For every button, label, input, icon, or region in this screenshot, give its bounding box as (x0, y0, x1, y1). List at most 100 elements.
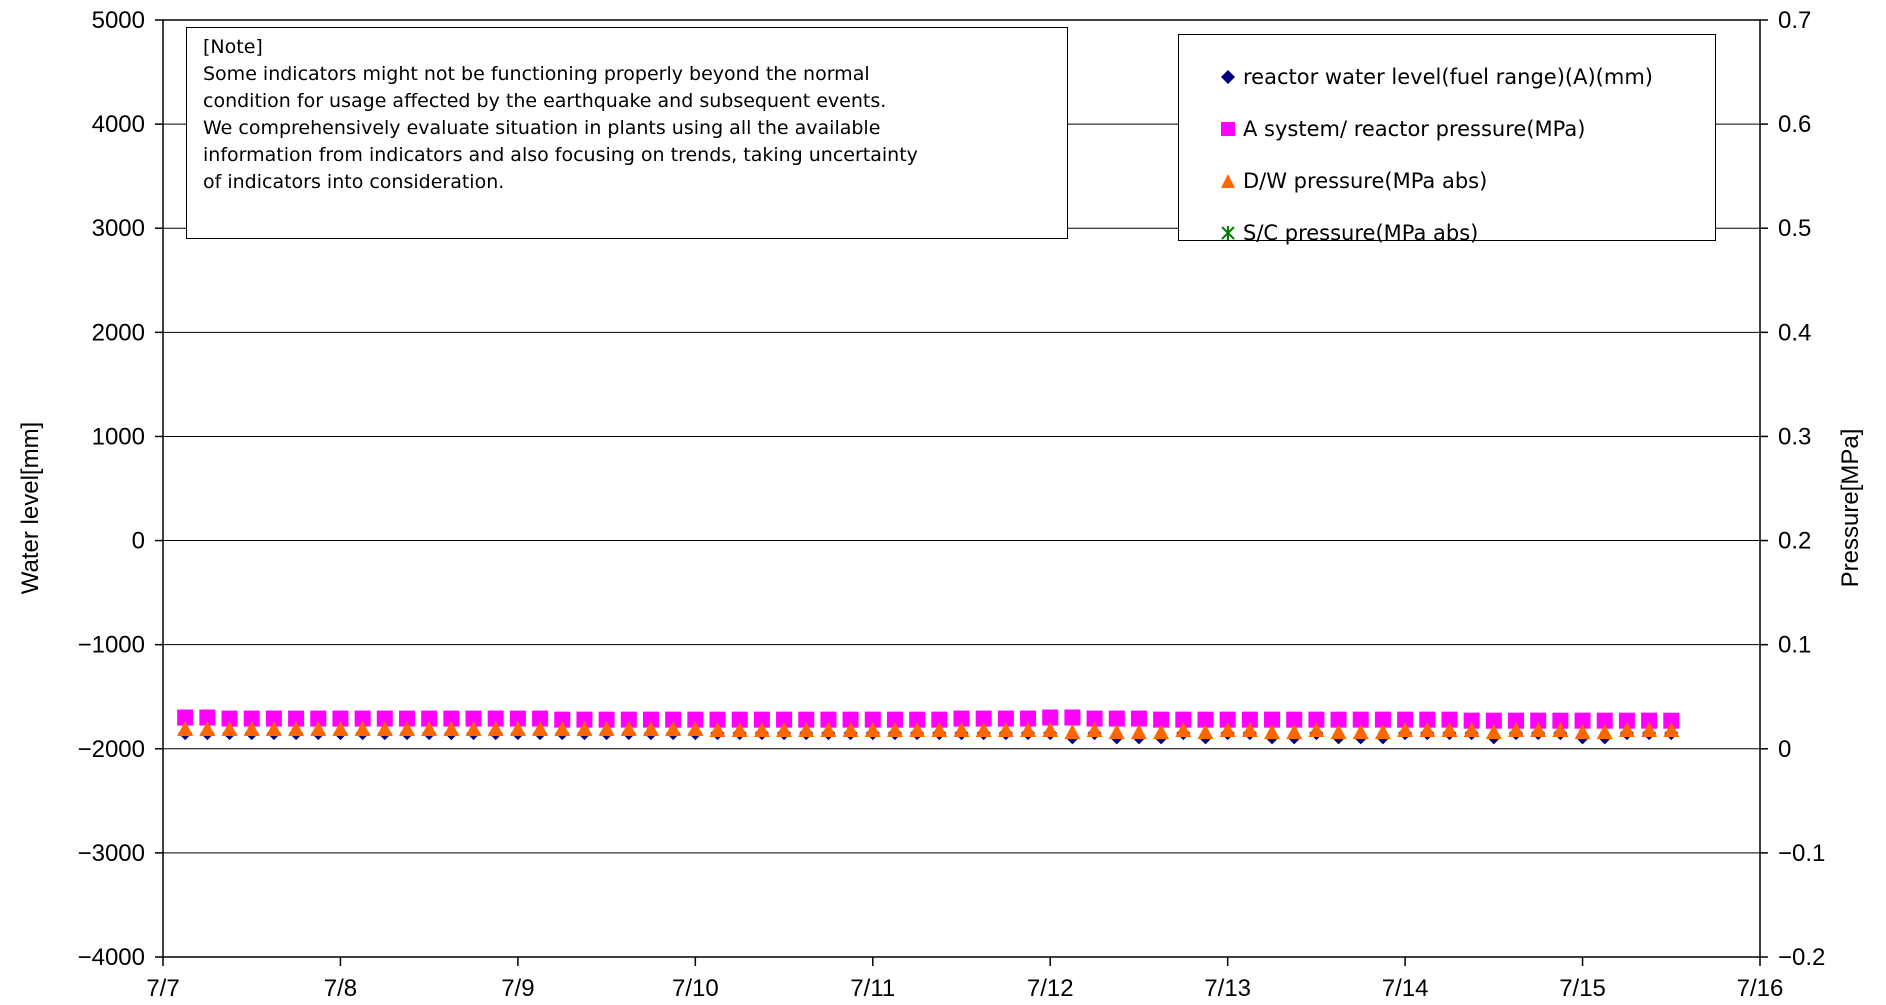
square-marker-icon (1217, 118, 1239, 140)
data-point-triangle (709, 722, 726, 738)
data-point-triangle (731, 722, 748, 738)
data-point-triangle (487, 720, 504, 736)
data-point-square (975, 710, 992, 727)
data-point-triangle (1175, 722, 1192, 738)
x-tick-label: 7/14 (1382, 975, 1429, 1002)
data-point-square (421, 710, 438, 727)
data-point-triangle (1552, 722, 1569, 738)
data-point-triangle (1330, 724, 1347, 740)
y-axis-title: Water level[mm] (17, 422, 44, 594)
data-point-square (376, 710, 393, 727)
data-point-triangle (909, 722, 926, 738)
data-point-square (886, 711, 903, 728)
data-point-square (731, 711, 748, 728)
data-point-triangle (243, 720, 260, 736)
data-point-square (1064, 709, 1081, 726)
data-point-triangle (1574, 724, 1591, 740)
y-tick-label: 5000 (92, 7, 145, 34)
note-line: We comprehensively evaluate situation in… (203, 117, 881, 139)
data-point-square (354, 710, 371, 727)
y2-axis-title: Pressure[MPa] (1837, 429, 1864, 588)
data-point-square (842, 711, 859, 728)
x-tick-label: 7/16 (1737, 975, 1784, 1002)
data-point-square (532, 710, 549, 727)
data-point-triangle (1508, 722, 1525, 738)
y2-tick-label: 0 (1778, 736, 1791, 763)
data-point-square (953, 710, 970, 727)
data-point-triangle (1641, 722, 1658, 738)
data-point-triangle (620, 720, 637, 736)
legend-label: S/C pressure(MPa abs) (1243, 221, 1479, 245)
data-point-square (598, 711, 615, 728)
data-point-triangle (421, 720, 438, 736)
data-point-square (1264, 711, 1281, 728)
legend: reactor water level(fuel range)(A)(mm) A… (1178, 34, 1716, 245)
data-point-triangle (864, 722, 881, 738)
data-point-square (1397, 711, 1414, 728)
data-point-triangle (1485, 724, 1502, 740)
data-point-square (1374, 711, 1391, 728)
legend-item-dw-pressure: D/W pressure(MPa abs) (1217, 155, 1715, 207)
data-point-triangle (1530, 722, 1547, 738)
data-point-square (909, 711, 926, 728)
note-heading: [Note] (203, 36, 263, 58)
data-point-square (1042, 709, 1059, 726)
y2-tick-label: 0.5 (1778, 215, 1811, 242)
x-tick-label: 7/10 (672, 975, 719, 1002)
data-point-triangle (1441, 722, 1458, 738)
data-point-square (177, 709, 194, 726)
data-point-triangle (1108, 724, 1125, 740)
data-point-square (221, 710, 238, 727)
data-point-square (1241, 711, 1258, 728)
y2-tick-label: 0.6 (1778, 111, 1811, 138)
x-tick-label: 7/7 (146, 975, 179, 1002)
data-point-square (465, 710, 482, 727)
data-point-triangle (997, 722, 1014, 738)
data-point-triangle (376, 720, 393, 736)
asterisk-marker-icon (1217, 222, 1239, 244)
data-point-square (1530, 712, 1547, 729)
data-point-square (487, 710, 504, 727)
data-point-square (243, 710, 260, 727)
data-point-triangle (443, 720, 460, 736)
data-point-square (1618, 712, 1635, 729)
data-point-square (820, 711, 837, 728)
data-point-triangle (398, 720, 415, 736)
data-point-triangle (177, 720, 194, 736)
data-point-triangle (1153, 724, 1170, 740)
x-tick-label: 7/13 (1204, 975, 1251, 1002)
data-point-square (1441, 711, 1458, 728)
y-tick-label: −4000 (78, 944, 145, 971)
data-point-triangle (1663, 722, 1680, 738)
data-point-triangle (1020, 722, 1037, 738)
data-point-square (554, 711, 571, 728)
data-point-square (1286, 711, 1303, 728)
data-point-square (1130, 710, 1147, 727)
data-point-square (997, 710, 1014, 727)
data-point-triangle (1618, 722, 1635, 738)
data-point-triangle (598, 720, 615, 736)
data-point-square (1153, 711, 1170, 728)
data-point-triangle (199, 720, 216, 736)
x-tick-label: 7/9 (501, 975, 534, 1002)
data-point-square (1552, 712, 1569, 729)
data-point-square (398, 710, 415, 727)
data-point-square (1308, 711, 1325, 728)
data-point-triangle (1264, 724, 1281, 740)
x-tick-label: 7/12 (1027, 975, 1074, 1002)
y-tick-label: 0 (132, 528, 145, 555)
data-point-triangle (265, 720, 282, 736)
data-point-triangle (1042, 722, 1059, 738)
data-point-square (864, 711, 881, 728)
data-point-triangle (576, 720, 593, 736)
axis-ticks (155, 19, 1768, 966)
data-point-square (288, 710, 305, 727)
note-line: of indicators into consideration. (203, 171, 505, 193)
data-point-triangle (1596, 724, 1613, 740)
data-point-triangle (1064, 724, 1081, 740)
data-point-triangle (288, 720, 305, 736)
data-point-triangle (1397, 722, 1414, 738)
data-point-square (620, 711, 637, 728)
data-point-triangle (1086, 722, 1103, 738)
y-tick-label: 1000 (92, 423, 145, 450)
